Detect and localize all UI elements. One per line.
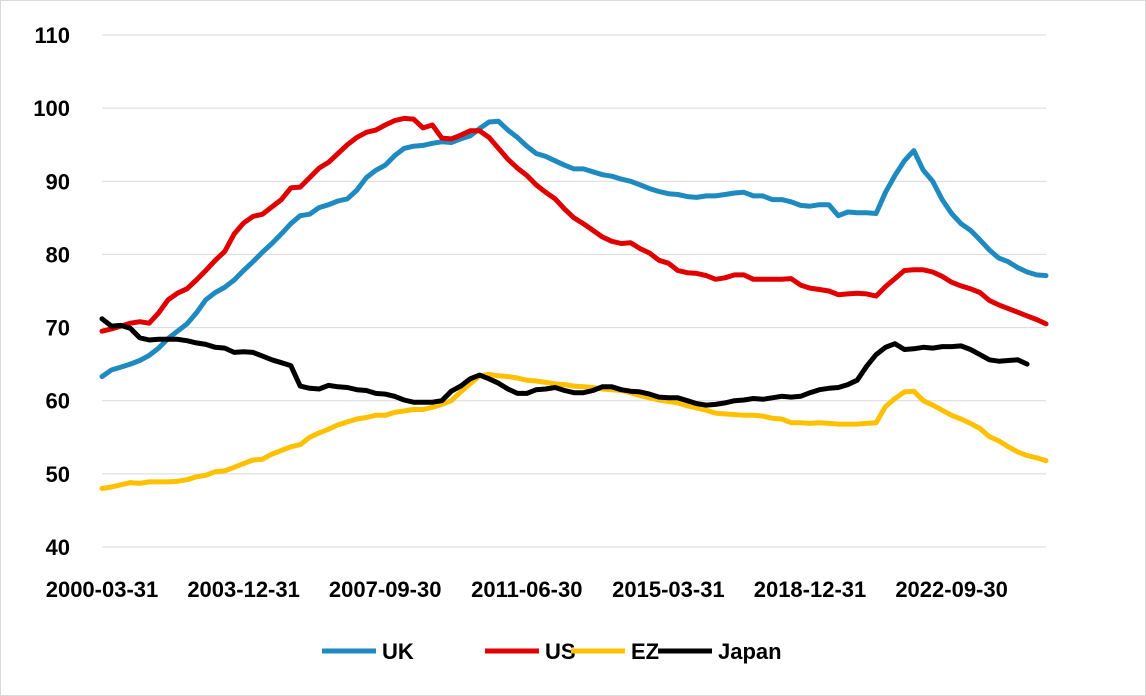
y-tick-label: 50 bbox=[46, 462, 70, 487]
series-line-japan bbox=[99, 316, 1030, 408]
legend-item-japan: Japan bbox=[658, 639, 782, 664]
x-tick-label: 2022-09-30 bbox=[895, 577, 1008, 602]
y-tick-label: 110 bbox=[35, 23, 71, 48]
gridlines bbox=[102, 34, 1046, 548]
legend-label: UK bbox=[382, 639, 414, 664]
x-tick-label: 2003-12-31 bbox=[187, 577, 300, 602]
y-tick-label: 100 bbox=[33, 96, 70, 121]
y-tick-label: 90 bbox=[46, 169, 70, 194]
x-tick-label: 2018-12-31 bbox=[754, 577, 867, 602]
series-line-ez bbox=[99, 371, 1049, 491]
y-tick-label: 40 bbox=[46, 535, 70, 560]
legend-label: US bbox=[545, 639, 576, 664]
legend-item-uk: UK bbox=[322, 639, 414, 664]
y-tick-label: 70 bbox=[46, 316, 70, 341]
y-axis-tick-labels: 40 50 60 70 80 90 100 110 bbox=[33, 23, 70, 560]
legend-label: Japan bbox=[718, 639, 782, 664]
legend-item-us: US bbox=[485, 639, 576, 664]
x-tick-label: 2015-03-31 bbox=[612, 577, 725, 602]
legend-label: EZ bbox=[631, 639, 659, 664]
x-tick-label: 2007-09-30 bbox=[329, 577, 442, 602]
series-line-us bbox=[99, 115, 1049, 334]
series-line-uk bbox=[99, 118, 1049, 380]
y-tick-label: 80 bbox=[46, 242, 70, 267]
x-tick-label: 2000-03-31 bbox=[46, 577, 159, 602]
series-lines bbox=[99, 115, 1049, 491]
x-axis-tick-labels: 2000-03-31 2003-12-31 2007-09-30 2011-06-30… bbox=[46, 577, 1008, 602]
legend-item-ez: EZ bbox=[571, 639, 659, 664]
x-tick-label: 2011-06-30 bbox=[471, 577, 582, 602]
legend: UK US EZ Japan bbox=[322, 639, 782, 664]
y-tick-label: 60 bbox=[46, 389, 70, 414]
